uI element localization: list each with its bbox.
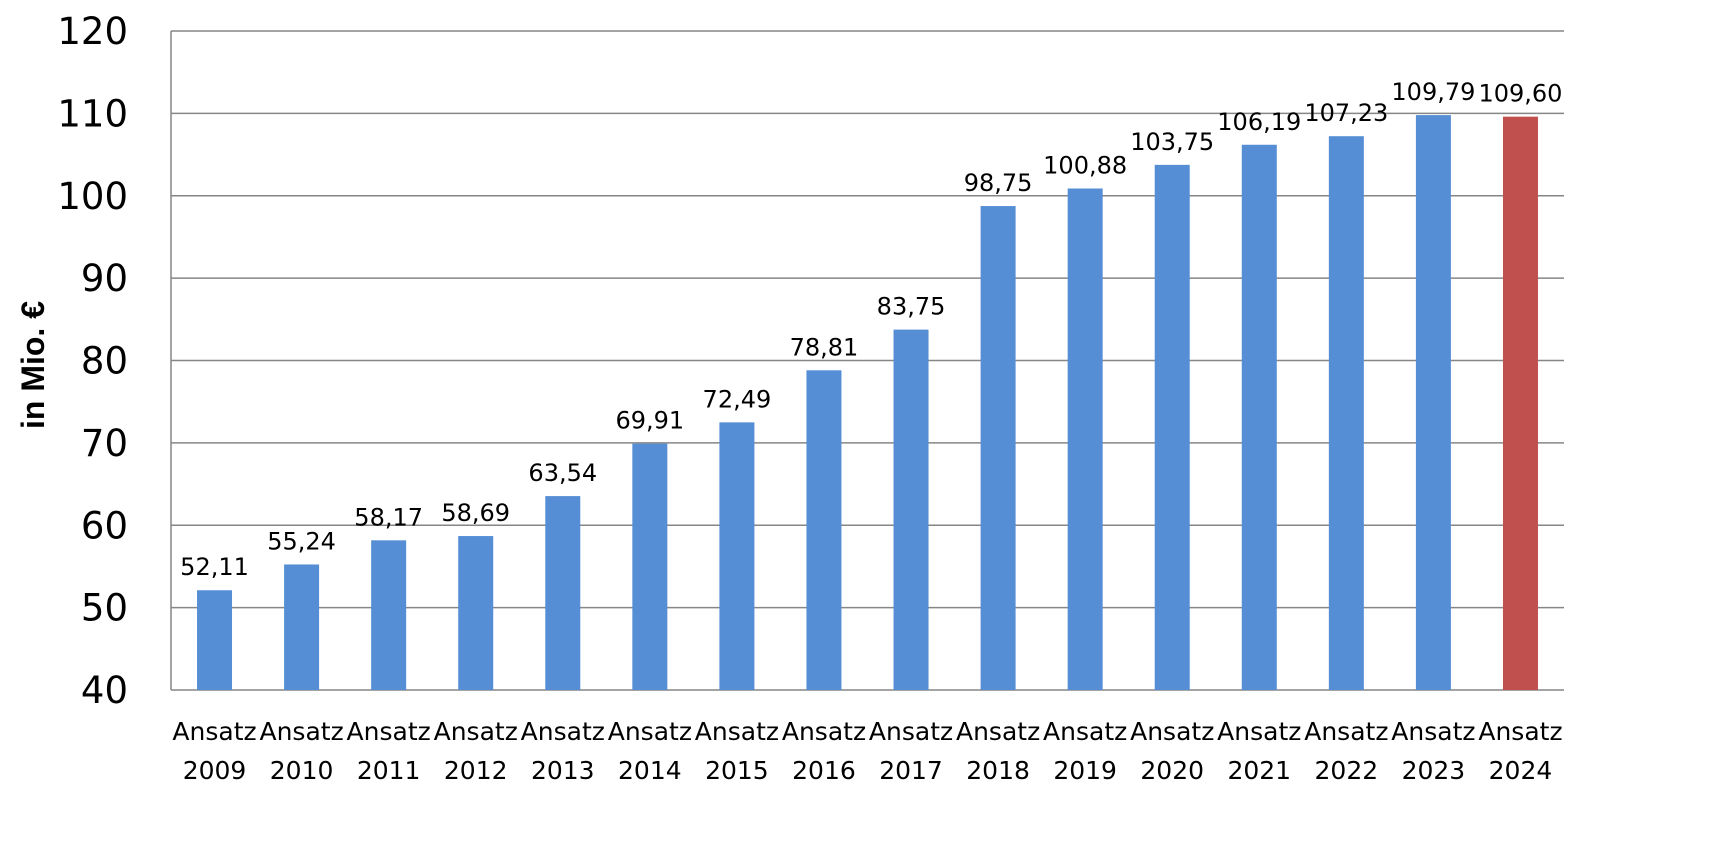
y-tick-label: 90: [81, 257, 128, 300]
x-tick-label: Ansatz: [608, 717, 692, 746]
x-tick-label: 2015: [705, 756, 769, 785]
data-label: 103,75: [1130, 128, 1214, 156]
bars: [197, 115, 1538, 691]
bar: [632, 443, 668, 690]
data-label: 58,69: [441, 499, 510, 527]
data-label: 58,17: [354, 503, 423, 531]
bar: [458, 536, 494, 690]
x-tick-label: Ansatz: [172, 717, 256, 746]
bar: [1067, 188, 1103, 690]
x-tick-label: 2023: [1402, 756, 1466, 785]
x-tick-label: 2020: [1140, 756, 1204, 785]
x-tick-label: 2014: [618, 756, 682, 785]
bar: [980, 206, 1016, 690]
data-labels: 52,11 55,24 58,17 58,69 63,54 69,91 72,49 78,81…: [180, 78, 1562, 581]
data-label: 63,54: [528, 459, 597, 487]
x-tick-label: 2010: [270, 756, 334, 785]
y-tick-label: 110: [57, 92, 128, 135]
x-tick-label: Ansatz: [1478, 717, 1562, 746]
y-tick-label: 80: [81, 340, 128, 383]
x-tick-label: 2022: [1315, 756, 1379, 785]
y-axis-label: in Mio. €: [15, 301, 51, 429]
x-tick-label: 2012: [444, 756, 508, 785]
data-label: 78,81: [790, 333, 859, 361]
data-label: 72,49: [703, 385, 772, 413]
x-tick-label: Ansatz: [1130, 717, 1214, 746]
bar: [545, 496, 581, 690]
x-tick-label: Ansatz: [1391, 717, 1475, 746]
x-tick-label: Ansatz: [259, 717, 343, 746]
x-tick-label: Ansatz: [956, 717, 1040, 746]
data-label: 109,79: [1391, 78, 1475, 106]
x-tick-label: 2024: [1489, 756, 1553, 785]
y-tick-label: 50: [81, 587, 128, 630]
x-tick-label: Ansatz: [1217, 717, 1301, 746]
x-tick-label: 2013: [531, 756, 595, 785]
y-tick-label: 100: [57, 175, 128, 218]
x-tick-label: 2009: [183, 756, 247, 785]
x-tick-label: 2011: [357, 756, 421, 785]
bar: [284, 564, 320, 690]
data-label: 83,75: [877, 293, 946, 321]
data-label: 107,23: [1304, 99, 1388, 127]
data-label: 69,91: [615, 407, 684, 435]
bar: [371, 540, 407, 690]
x-tick-label: 2017: [879, 756, 943, 785]
data-label: 109,60: [1478, 80, 1562, 108]
y-tick-label: 40: [81, 669, 128, 712]
x-tick-label: Ansatz: [1043, 717, 1127, 746]
x-tick-label: Ansatz: [347, 717, 431, 746]
data-label: 100,88: [1043, 152, 1127, 180]
y-tick-label: 60: [81, 504, 128, 547]
bar: [1502, 116, 1538, 691]
bar: [893, 329, 929, 690]
data-label: 55,24: [267, 527, 336, 555]
x-tick-label: Ansatz: [782, 717, 866, 746]
data-label: 106,19: [1217, 108, 1301, 136]
x-tick-label: Ansatz: [521, 717, 605, 746]
bar: [197, 590, 233, 690]
x-tick-label: 2016: [792, 756, 856, 785]
x-tick-label: Ansatz: [695, 717, 779, 746]
x-tick-label: Ansatz: [434, 717, 518, 746]
bar: [1328, 136, 1364, 690]
x-tick-label: 2019: [1053, 756, 1117, 785]
x-tick-label: Ansatz: [1304, 717, 1388, 746]
x-tick-label: 2021: [1227, 756, 1291, 785]
bar: [719, 422, 755, 690]
data-label: 98,75: [964, 169, 1033, 197]
x-tick-label: Ansatz: [869, 717, 953, 746]
x-axis-ticks: Ansatz 2009 Ansatz 2010 Ansatz 2011 Ansatz 2012…: [172, 717, 1562, 785]
bar: [1241, 144, 1277, 690]
x-tick-label: 2018: [966, 756, 1030, 785]
data-label: 52,11: [180, 553, 249, 581]
y-tick-label: 70: [81, 422, 128, 465]
bar: [1415, 115, 1451, 691]
bar: [806, 370, 842, 690]
y-tick-label: 120: [57, 10, 128, 53]
bar: [1154, 164, 1190, 690]
y-axis-ticks: 40 50 60 70 80 90 100 110 120: [57, 10, 128, 712]
